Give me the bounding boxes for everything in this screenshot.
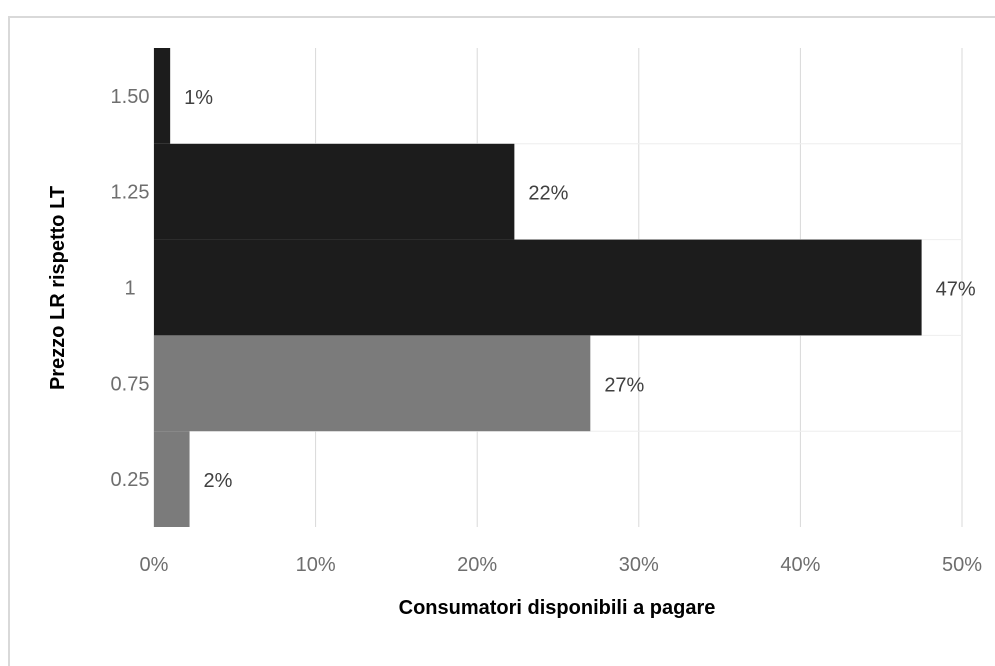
bar bbox=[154, 431, 190, 527]
x-tick-label: 10% bbox=[296, 554, 336, 576]
chart-frame bbox=[8, 16, 995, 666]
y-axis-title: Prezzo LR rispetto LT bbox=[47, 186, 69, 390]
y-tick-labels: 1.50 1.25 1 0.75 0.25 bbox=[111, 86, 150, 491]
bar bbox=[154, 48, 171, 144]
x-tick-label: 50% bbox=[942, 554, 982, 576]
y-tick-label: 0.25 bbox=[111, 469, 150, 491]
x-tick-label: 30% bbox=[619, 554, 659, 576]
x-tick-labels: 0% 10% 20% 30% 40% 50% bbox=[140, 554, 983, 576]
data-label: 22% bbox=[528, 183, 568, 205]
data-label: 27% bbox=[604, 374, 644, 396]
bars bbox=[154, 48, 922, 527]
y-tick-label: 1.25 bbox=[111, 182, 150, 204]
y-tick-label: 1.50 bbox=[111, 86, 150, 108]
x-tick-label: 20% bbox=[457, 554, 497, 576]
data-label: 1% bbox=[184, 87, 213, 109]
bar bbox=[154, 143, 515, 240]
data-label: 2% bbox=[204, 470, 233, 492]
y-tick-label: 0.75 bbox=[111, 373, 150, 395]
bar bbox=[154, 335, 591, 432]
data-labels: 1% 22% 47% 27% 2% bbox=[184, 87, 976, 492]
x-tick-label: 40% bbox=[780, 554, 820, 576]
x-tick-label: 0% bbox=[140, 554, 169, 576]
bar bbox=[154, 239, 922, 336]
data-label: 47% bbox=[936, 279, 976, 301]
x-axis-title: Consumatori disponibili a pagare bbox=[399, 597, 716, 619]
bar-chart: 0% 10% 20% 30% 40% 50% 1.50 1.25 1 0.75 0.25 1% 22… bbox=[47, 48, 983, 619]
y-tick-label: 1 bbox=[124, 278, 135, 300]
